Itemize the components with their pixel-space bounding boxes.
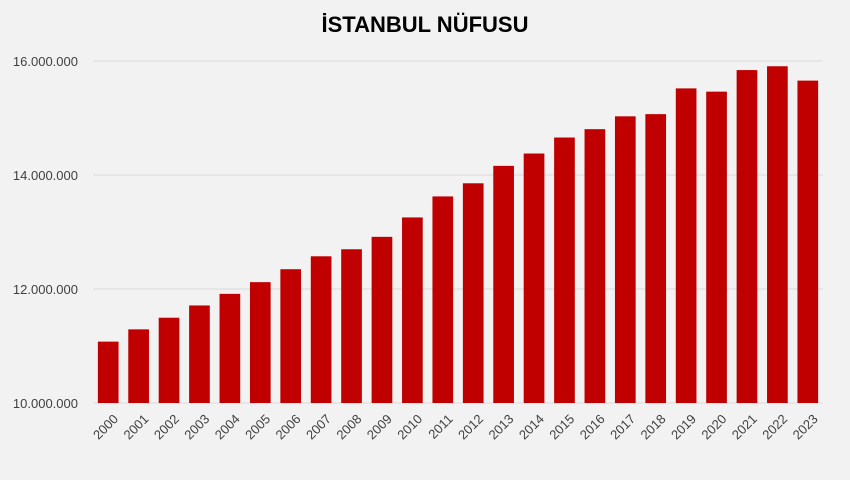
x-tick-label-2010: 2010 bbox=[394, 411, 425, 442]
bar-2009 bbox=[371, 236, 393, 403]
x-tick-label-2020: 2020 bbox=[698, 411, 729, 442]
bar-2012 bbox=[462, 183, 484, 403]
bar-2011 bbox=[432, 196, 454, 403]
x-tick-label-2014: 2014 bbox=[516, 411, 547, 442]
bar-2013 bbox=[493, 165, 514, 403]
x-tick-label-2013: 2013 bbox=[485, 411, 516, 442]
x-tick-label-2006: 2006 bbox=[273, 411, 304, 442]
x-tick-label-2003: 2003 bbox=[181, 411, 212, 442]
x-tick-label-2016: 2016 bbox=[577, 411, 608, 442]
x-tick-label-2017: 2017 bbox=[607, 411, 638, 442]
bar-2019 bbox=[675, 88, 697, 403]
bar-2003 bbox=[189, 305, 210, 403]
bar-2017 bbox=[614, 116, 636, 403]
bar-2000 bbox=[97, 341, 119, 403]
y-tick-label: 10.000.000 bbox=[13, 396, 78, 411]
bar-2004 bbox=[219, 293, 241, 403]
x-tick-label-2022: 2022 bbox=[759, 411, 790, 442]
bar-2006 bbox=[280, 269, 302, 403]
bar-2007 bbox=[310, 256, 332, 403]
bar-2002 bbox=[158, 317, 180, 403]
bar-2008 bbox=[341, 249, 362, 403]
x-tick-label-2001: 2001 bbox=[120, 411, 151, 442]
y-tick-label: 16.000.000 bbox=[13, 54, 78, 69]
x-tick-label-2023: 2023 bbox=[790, 411, 821, 442]
bar-2001 bbox=[128, 329, 149, 403]
chart-title: İSTANBUL NÜFUSU bbox=[321, 12, 529, 37]
x-tick-label-2012: 2012 bbox=[455, 411, 486, 442]
bar-2016 bbox=[584, 129, 606, 403]
x-tick-label-2005: 2005 bbox=[242, 411, 273, 442]
bar-2022 bbox=[767, 66, 788, 403]
bar-2005 bbox=[249, 282, 271, 403]
y-tick-label: 14.000.000 bbox=[13, 168, 78, 183]
x-tick-label-2007: 2007 bbox=[303, 411, 334, 442]
x-tick-label-2015: 2015 bbox=[546, 411, 577, 442]
bar-2010 bbox=[402, 217, 423, 403]
x-tick-label-2004: 2004 bbox=[212, 411, 243, 442]
y-tick-label: 12.000.000 bbox=[13, 282, 78, 297]
x-tick-label-2002: 2002 bbox=[151, 411, 182, 442]
x-tick-label-2011: 2011 bbox=[425, 411, 455, 441]
bar-2018 bbox=[645, 114, 667, 403]
bar-2015 bbox=[554, 137, 575, 404]
x-tick-label-2018: 2018 bbox=[638, 411, 669, 442]
bar-2021 bbox=[736, 70, 758, 404]
x-tick-label-2021: 2021 bbox=[729, 411, 760, 442]
x-tick-label-2009: 2009 bbox=[364, 411, 395, 442]
x-tick-label-2019: 2019 bbox=[668, 411, 699, 442]
x-tick-label-2000: 2000 bbox=[90, 411, 121, 442]
bar-2023 bbox=[797, 80, 819, 403]
bar-2020 bbox=[706, 91, 727, 404]
bar-2014 bbox=[523, 153, 545, 403]
x-tick-label-2008: 2008 bbox=[333, 411, 364, 442]
